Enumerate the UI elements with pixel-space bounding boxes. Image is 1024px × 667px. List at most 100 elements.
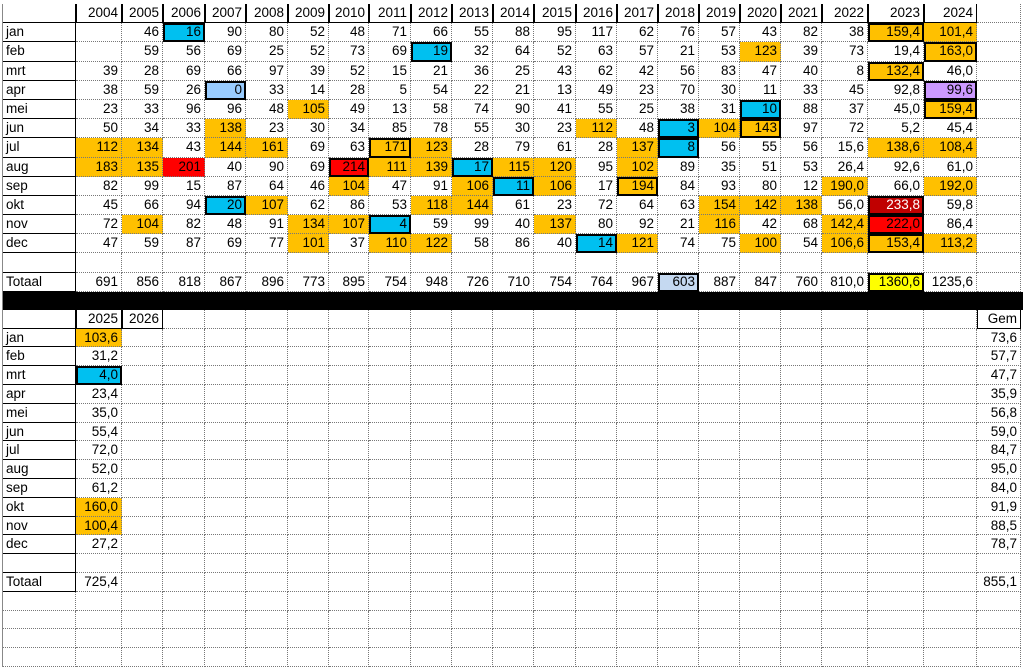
data-cell[interactable] bbox=[411, 460, 452, 479]
data-cell[interactable] bbox=[411, 516, 452, 536]
data-cell[interactable]: 82 bbox=[163, 215, 205, 235]
data-cell[interactable] bbox=[868, 422, 924, 442]
cell[interactable] bbox=[205, 309, 246, 329]
data-cell[interactable]: 46 bbox=[288, 176, 329, 196]
cell[interactable] bbox=[163, 610, 205, 630]
data-cell[interactable] bbox=[534, 516, 576, 536]
data-cell[interactable] bbox=[658, 347, 699, 367]
data-cell[interactable]: 69 bbox=[369, 42, 411, 62]
data-cell[interactable] bbox=[868, 535, 924, 555]
data-cell[interactable] bbox=[411, 253, 452, 273]
data-cell[interactable] bbox=[822, 516, 868, 536]
data-cell[interactable] bbox=[781, 497, 822, 517]
cell[interactable] bbox=[781, 309, 822, 329]
data-cell[interactable]: 61,0 bbox=[924, 157, 977, 177]
data-cell[interactable] bbox=[617, 403, 658, 423]
cell[interactable] bbox=[246, 591, 288, 611]
avg-cell[interactable]: 91,9 bbox=[977, 497, 1021, 517]
data-cell[interactable] bbox=[329, 460, 369, 479]
data-cell[interactable]: 80 bbox=[246, 23, 288, 43]
data-cell[interactable] bbox=[699, 535, 740, 555]
data-cell[interactable]: 37 bbox=[329, 234, 369, 254]
data-cell[interactable]: 35,0 bbox=[76, 403, 122, 423]
year-header[interactable]: 2013 bbox=[452, 4, 493, 24]
data-cell[interactable]: 74 bbox=[452, 99, 493, 120]
data-cell[interactable] bbox=[658, 554, 699, 573]
data-cell[interactable]: 73 bbox=[329, 42, 369, 62]
data-cell[interactable] bbox=[122, 366, 163, 385]
year-header[interactable]: 2020 bbox=[740, 4, 781, 24]
data-cell[interactable] bbox=[329, 347, 369, 367]
data-cell[interactable] bbox=[122, 460, 163, 479]
data-cell[interactable]: 725,4 bbox=[76, 572, 122, 592]
data-cell[interactable] bbox=[411, 403, 452, 423]
data-cell[interactable] bbox=[122, 441, 163, 461]
cell[interactable] bbox=[534, 591, 576, 611]
data-cell[interactable] bbox=[288, 422, 329, 442]
data-cell[interactable]: 53 bbox=[781, 157, 822, 177]
data-cell[interactable]: 10 bbox=[740, 99, 781, 120]
data-cell[interactable] bbox=[246, 328, 288, 348]
data-cell[interactable]: 21 bbox=[411, 61, 452, 81]
data-cell[interactable]: 86,4 bbox=[924, 215, 977, 235]
year-header[interactable]: 2017 bbox=[617, 4, 658, 24]
year-header[interactable]: 2022 bbox=[822, 4, 868, 24]
cell[interactable] bbox=[699, 610, 740, 630]
data-cell[interactable] bbox=[781, 403, 822, 423]
data-cell[interactable] bbox=[411, 347, 452, 367]
data-cell[interactable]: 5,2 bbox=[868, 119, 924, 139]
cell[interactable] bbox=[977, 272, 1021, 292]
data-cell[interactable] bbox=[369, 328, 411, 348]
data-cell[interactable] bbox=[781, 554, 822, 573]
data-cell[interactable]: 69 bbox=[163, 61, 205, 81]
data-cell[interactable] bbox=[122, 497, 163, 517]
row-label[interactable]: jun bbox=[3, 422, 76, 442]
data-cell[interactable] bbox=[822, 441, 868, 461]
data-cell[interactable]: 4 bbox=[369, 215, 411, 235]
year-header[interactable]: 2021 bbox=[781, 4, 822, 24]
avg-cell[interactable]: 84,7 bbox=[977, 441, 1021, 461]
data-cell[interactable] bbox=[411, 422, 452, 442]
data-cell[interactable] bbox=[699, 385, 740, 404]
data-cell[interactable] bbox=[822, 422, 868, 442]
data-cell[interactable]: 159,4 bbox=[868, 23, 924, 43]
data-cell[interactable] bbox=[163, 441, 205, 461]
data-cell[interactable]: 82 bbox=[76, 176, 122, 196]
year-header[interactable]: 2016 bbox=[576, 4, 617, 24]
data-cell[interactable] bbox=[924, 535, 977, 555]
data-cell[interactable] bbox=[205, 478, 246, 498]
data-cell[interactable] bbox=[924, 366, 977, 385]
data-cell[interactable]: 0 bbox=[205, 80, 246, 100]
data-cell[interactable]: 66 bbox=[122, 195, 163, 216]
data-cell[interactable]: 54 bbox=[781, 234, 822, 254]
data-cell[interactable] bbox=[781, 441, 822, 461]
year-header[interactable]: 2024 bbox=[924, 4, 977, 24]
data-cell[interactable] bbox=[246, 441, 288, 461]
data-cell[interactable] bbox=[699, 572, 740, 592]
row-label[interactable]: sep bbox=[3, 478, 76, 498]
cell[interactable] bbox=[205, 591, 246, 611]
cell[interactable] bbox=[868, 610, 924, 630]
avg-cell[interactable]: 95,0 bbox=[977, 460, 1021, 479]
data-cell[interactable]: 90 bbox=[246, 157, 288, 177]
cell[interactable] bbox=[977, 195, 1021, 216]
data-cell[interactable]: 28 bbox=[576, 138, 617, 158]
data-cell[interactable] bbox=[534, 497, 576, 517]
row-label[interactable]: mrt bbox=[3, 366, 76, 385]
data-cell[interactable] bbox=[781, 460, 822, 479]
cell[interactable] bbox=[977, 648, 1021, 667]
data-cell[interactable] bbox=[868, 253, 924, 273]
data-cell[interactable] bbox=[868, 366, 924, 385]
data-cell[interactable]: 233,8 bbox=[868, 195, 924, 216]
data-cell[interactable] bbox=[822, 478, 868, 498]
data-cell[interactable]: 138 bbox=[781, 195, 822, 216]
data-cell[interactable] bbox=[658, 403, 699, 423]
cell[interactable] bbox=[76, 629, 122, 649]
cell[interactable] bbox=[658, 591, 699, 611]
data-cell[interactable] bbox=[822, 572, 868, 592]
data-cell[interactable] bbox=[163, 366, 205, 385]
data-cell[interactable] bbox=[411, 535, 452, 555]
avg-cell[interactable]: 84,0 bbox=[977, 478, 1021, 498]
avg-header[interactable]: Gem bbox=[977, 309, 1021, 329]
cell[interactable] bbox=[163, 309, 205, 329]
